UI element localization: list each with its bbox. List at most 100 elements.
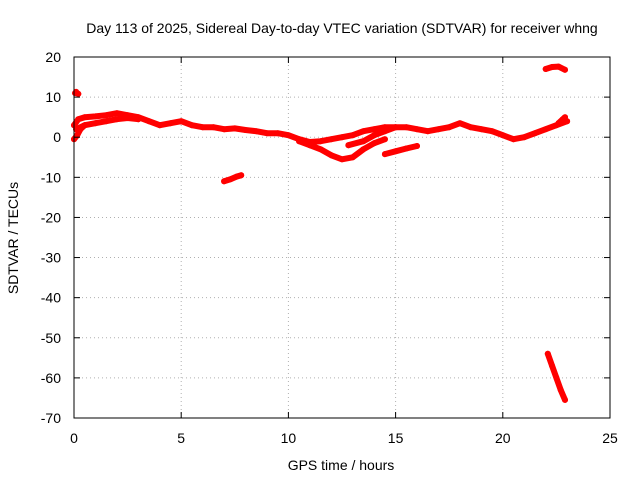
data-point <box>339 134 345 141</box>
y-axis-ticks: -70 -60 -50 -40 -30 -20 -10 0 10 20 <box>41 49 610 426</box>
data-point <box>81 114 88 121</box>
data-point <box>555 63 562 70</box>
data-point <box>435 126 442 133</box>
x-axis-ticks: 0 5 10 15 20 25 <box>70 57 618 446</box>
data-point <box>92 113 99 120</box>
data-point <box>414 143 420 149</box>
data-point <box>349 132 356 139</box>
data-point <box>381 136 388 143</box>
data-point <box>456 120 463 127</box>
y-tick-label: -30 <box>41 250 61 266</box>
data-point <box>562 396 568 403</box>
data-point <box>542 66 549 72</box>
data-points <box>71 63 571 403</box>
data-point <box>124 115 131 121</box>
series-top-right <box>542 63 568 73</box>
data-point <box>478 126 485 133</box>
data-point <box>74 132 81 139</box>
data-point <box>403 145 410 152</box>
series-lower-arc <box>345 124 399 149</box>
series-segment-7-8 <box>221 172 245 185</box>
y-tick-label: -10 <box>41 169 61 185</box>
series-right-blip <box>555 114 568 127</box>
data-point <box>392 148 399 155</box>
data-point <box>156 122 163 129</box>
data-point <box>549 64 556 70</box>
data-point <box>75 116 82 123</box>
data-point <box>221 126 228 133</box>
data-point <box>81 122 88 129</box>
series-line <box>381 143 420 158</box>
data-point <box>360 146 367 153</box>
data-point <box>75 90 82 97</box>
data-point <box>253 128 260 135</box>
data-point <box>77 126 84 133</box>
data-point <box>328 136 335 143</box>
y-tick-label: 20 <box>45 49 61 65</box>
y-tick-label: -60 <box>41 370 61 386</box>
data-point <box>285 132 292 139</box>
x-axis-label: GPS time / hours <box>288 457 395 473</box>
data-point <box>360 128 367 135</box>
plot-frame <box>73 56 611 419</box>
data-point <box>532 130 538 137</box>
data-point <box>113 116 120 123</box>
y-tick-label: -50 <box>41 330 61 346</box>
data-point <box>274 130 281 137</box>
data-point <box>188 122 195 129</box>
data-point <box>178 118 185 125</box>
data-point <box>499 132 506 139</box>
data-point <box>317 138 324 145</box>
data-point <box>381 128 388 135</box>
y-tick-label: 0 <box>53 129 61 145</box>
data-point <box>349 154 356 161</box>
data-point <box>264 130 270 137</box>
data-point <box>489 128 496 135</box>
y-tick-label: -40 <box>41 290 61 306</box>
data-point <box>135 116 142 123</box>
data-point <box>103 118 110 125</box>
series-low-dip <box>296 136 388 163</box>
data-point <box>317 146 324 153</box>
data-point <box>562 66 568 73</box>
x-tick-label: 20 <box>495 430 511 446</box>
series-bottom-right <box>544 350 568 403</box>
data-point <box>562 114 568 121</box>
data-point <box>371 132 378 139</box>
data-point <box>446 124 453 131</box>
series-early-point <box>72 88 82 97</box>
series-segment-14-16 <box>381 143 420 158</box>
data-point <box>549 362 556 369</box>
data-point <box>221 178 228 185</box>
data-point <box>467 124 474 131</box>
data-point <box>371 126 378 133</box>
data-point <box>360 138 367 145</box>
data-point <box>339 156 345 163</box>
data-point <box>231 125 238 132</box>
data-point <box>92 120 99 127</box>
x-tick-label: 25 <box>602 430 618 446</box>
x-tick-label: 15 <box>388 430 404 446</box>
data-point <box>544 350 551 357</box>
data-point <box>521 134 528 141</box>
data-point <box>113 110 120 117</box>
data-point <box>210 124 217 131</box>
data-point <box>414 126 420 133</box>
y-tick-label: -20 <box>41 209 61 225</box>
data-point <box>345 142 352 149</box>
series-line <box>542 63 568 73</box>
data-point <box>328 152 335 159</box>
data-point <box>227 176 234 183</box>
data-point <box>371 140 378 147</box>
data-point <box>381 151 388 158</box>
data-point <box>403 124 410 131</box>
data-point <box>555 120 562 127</box>
data-point <box>167 120 174 127</box>
x-tick-label: 0 <box>70 430 78 446</box>
y-tick-label: -70 <box>41 410 61 426</box>
data-point <box>103 112 110 119</box>
data-point <box>542 126 549 133</box>
y-tick-label: 10 <box>45 89 61 105</box>
